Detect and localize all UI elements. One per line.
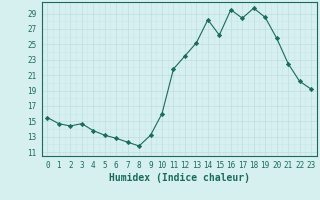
X-axis label: Humidex (Indice chaleur): Humidex (Indice chaleur): [109, 173, 250, 183]
